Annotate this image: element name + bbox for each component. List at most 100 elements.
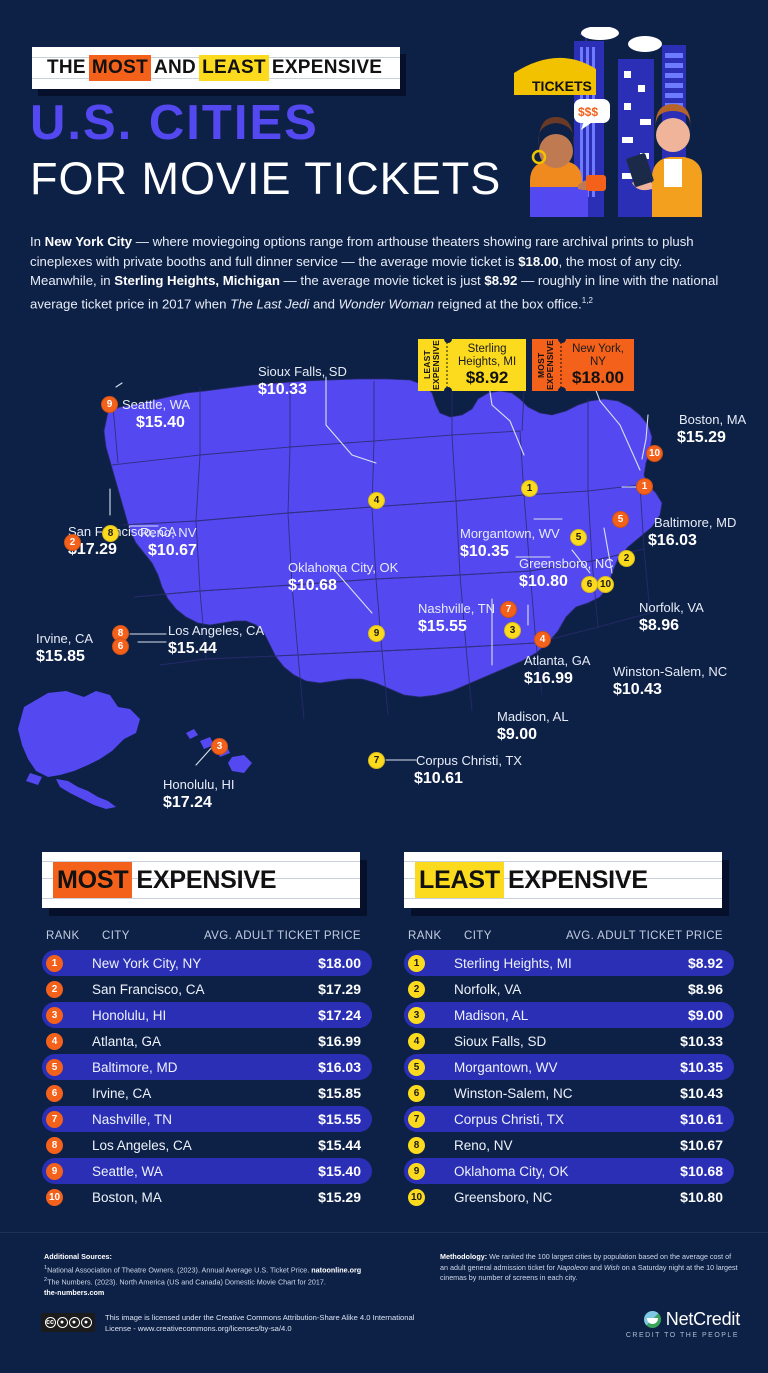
row-city: Corpus Christi, TX <box>454 1111 565 1127</box>
most-table-header: RANK CITY AVG. ADULT TICKET PRICE <box>42 930 372 942</box>
map-label-honolulu: Honolulu, HI $17.24 <box>163 777 235 813</box>
map-marker-nashville[interactable]: 7 <box>500 601 517 618</box>
map-label-city: Winston-Salem, NC <box>613 664 728 679</box>
map-marker-irvine[interactable]: 6 <box>112 638 129 655</box>
map-label-atlanta: Atlanta, GA $16.99 <box>524 653 590 689</box>
creative-commons-badge: cc ● ● ● <box>41 1313 95 1332</box>
row-city: Norfolk, VA <box>454 981 522 997</box>
kicker-and: AND <box>154 57 197 78</box>
map-marker-boston[interactable]: 10 <box>646 445 663 462</box>
callout-most-expensive: MOST EXPENSIVE New York, NY $18.00 <box>532 335 634 395</box>
table-row: 6 Irvine, CA $15.85 <box>42 1080 372 1106</box>
row-price: $10.80 <box>680 1189 723 1205</box>
rank-badge: 9 <box>46 1162 63 1180</box>
map-marker-sterling-heights[interactable]: 1 <box>521 480 538 497</box>
map-marker-greensboro[interactable]: 10 <box>597 576 614 593</box>
row-price: $10.67 <box>680 1137 723 1153</box>
svg-text:TICKETS: TICKETS <box>532 78 592 94</box>
map-marker-norfolk[interactable]: 2 <box>618 550 635 567</box>
row-price: $17.24 <box>318 1007 361 1023</box>
map-label-seattle: Seattle, WA $15.40 <box>122 397 190 433</box>
rank-badge: 6 <box>46 1084 63 1102</box>
header-price: AVG. ADULT TICKET PRICE <box>203 930 361 942</box>
rank-badge: 3 <box>408 1006 425 1024</box>
rank-badge: 7 <box>408 1110 425 1128</box>
callout-least-price: $8.92 <box>465 368 509 387</box>
map-label-city: Madison, AL <box>497 709 569 724</box>
header-rank: RANK <box>408 930 442 942</box>
least-table-body: 1 Sterling Heights, MI $8.92 2 Norfolk, VA $8… <box>404 950 734 1210</box>
map-label-price: $10.61 <box>414 770 463 787</box>
map-shapes <box>18 376 663 809</box>
map-label-city: Sioux Falls, SD <box>258 364 347 379</box>
map-label-madison: Madison, AL $9.00 <box>497 709 569 745</box>
table-row: 5 Baltimore, MD $16.03 <box>42 1054 372 1080</box>
map-label-morgantown: Morgantown, WV $10.35 <box>460 526 560 562</box>
map-marker-winston-salem[interactable]: 6 <box>581 576 598 593</box>
row-price: $15.55 <box>318 1111 361 1127</box>
map-marker-sioux-falls[interactable]: 4 <box>368 492 385 509</box>
map-label-reno: Reno, NV $10.67 <box>140 525 197 561</box>
callout-most-body: New York, NY $18.00 <box>562 339 634 391</box>
table-row: 6 Winston-Salem, NC $10.43 <box>404 1080 734 1106</box>
map-label-price: $16.99 <box>524 670 573 687</box>
map-label-winston-salem: Winston-Salem, NC $10.43 <box>613 664 727 700</box>
map-marker-new-york[interactable]: 1 <box>636 478 653 495</box>
map-marker-morgantown[interactable]: 5 <box>570 529 587 546</box>
table-row: 5 Morgantown, WV $10.35 <box>404 1054 734 1080</box>
map-marker-madison[interactable]: 3 <box>504 622 521 639</box>
cc-sa-icon: ● <box>80 1317 92 1328</box>
row-price: $8.96 <box>687 981 723 997</box>
cc-nc-icon: ● <box>68 1317 80 1328</box>
map-marker-seattle[interactable]: 9 <box>101 396 118 413</box>
table-row: 4 Sioux Falls, SD $10.33 <box>404 1028 734 1054</box>
map-marker-reno[interactable]: 8 <box>102 525 119 542</box>
row-city: Honolulu, HI <box>92 1007 167 1023</box>
rank-badge: 10 <box>408 1188 425 1206</box>
table-row: 8 Reno, NV $10.67 <box>404 1132 734 1158</box>
svg-text:$$$: $$$ <box>578 105 598 119</box>
map-label-price: $15.85 <box>36 648 85 665</box>
callout-most-stub: MOST EXPENSIVE <box>532 339 562 391</box>
most-banner: MOST EXPENSIVE <box>42 852 360 908</box>
least-expensive-banner: LEAST EXPENSIVE <box>404 852 729 916</box>
row-city: Greensboro, NC <box>454 1189 553 1205</box>
row-price: $15.44 <box>318 1137 361 1153</box>
header-price: AVG. ADULT TICKET PRICE <box>565 930 723 942</box>
row-price: $10.61 <box>680 1111 723 1127</box>
page-title-line2: FOR MOVIE TICKETS <box>30 153 502 204</box>
kicker-the: THE <box>47 57 86 78</box>
row-city: Seattle, WA <box>92 1163 163 1179</box>
map-label-price: $15.29 <box>677 429 726 446</box>
map-marker-baltimore[interactable]: 5 <box>612 511 629 528</box>
kicker: THE MOST AND LEAST EXPENSIVE <box>32 47 400 89</box>
map-marker-honolulu[interactable]: 3 <box>211 738 228 755</box>
table-row: 2 San Francisco, CA $17.29 <box>42 976 372 1002</box>
map-label-greensboro: Greensboro, NC $10.80 <box>519 556 614 592</box>
rank-badge: 2 <box>408 980 425 998</box>
rank-badge: 3 <box>46 1006 63 1024</box>
row-price: $16.99 <box>318 1033 361 1049</box>
table-row: 3 Honolulu, HI $17.24 <box>42 1002 372 1028</box>
row-price: $15.29 <box>318 1189 361 1205</box>
rank-badge: 1 <box>46 954 63 972</box>
table-row: 7 Nashville, TN $15.55 <box>42 1106 372 1132</box>
map-marker-san-francisco[interactable]: 2 <box>64 534 81 551</box>
row-city: Boston, MA <box>92 1189 162 1205</box>
callout-most-price: $18.00 <box>572 368 624 387</box>
map-marker-corpus-christi[interactable]: 7 <box>368 752 385 769</box>
page-title-line1: U.S. CITIES <box>30 96 319 150</box>
map-label-city: Oklahoma City, OK <box>288 560 399 575</box>
map-marker-oklahoma-city[interactable]: 9 <box>368 625 385 642</box>
row-city: Nashville, TN <box>92 1111 173 1127</box>
least-expensive-table: LEAST EXPENSIVE RANK CITY AVG. ADULT TIC… <box>404 852 734 1210</box>
most-banner-rest: EXPENSIVE <box>136 866 277 894</box>
rank-badge: 8 <box>408 1136 425 1154</box>
kicker-most: MOST <box>88 55 151 81</box>
table-row: 4 Atlanta, GA $16.99 <box>42 1028 372 1054</box>
map-label-nashville: Nashville, TN $15.55 <box>418 601 495 637</box>
methodology: Methodology: We ranked the 100 largest c… <box>440 1252 738 1282</box>
map-marker-atlanta[interactable]: 4 <box>534 631 551 648</box>
row-city: Los Angeles, CA <box>92 1137 192 1153</box>
cc-by-icon: ● <box>56 1317 68 1328</box>
